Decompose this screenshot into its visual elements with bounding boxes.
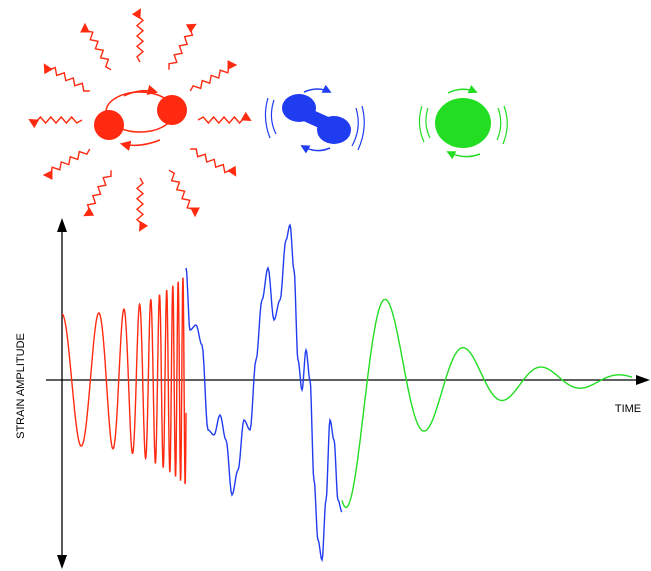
radiation-ray xyxy=(197,111,252,125)
radiation-ray xyxy=(131,8,145,63)
radiation-ray xyxy=(189,60,238,92)
radiation-ray xyxy=(28,115,83,129)
ringdown-wave-arc xyxy=(418,105,425,143)
merger-wave-arc xyxy=(264,97,271,139)
merger-wave-arc xyxy=(270,99,277,135)
merger-wave-arc xyxy=(357,105,365,151)
ringdown-wave-arc xyxy=(425,107,431,139)
ringdown-wave-arc xyxy=(496,107,502,141)
merger-wave-arc xyxy=(351,107,359,147)
inspiral-waveform xyxy=(61,277,187,485)
merger-arrow-top xyxy=(303,84,332,93)
star-left xyxy=(94,110,124,140)
y-axis-label: STRAIN AMPLITUDE xyxy=(15,333,27,439)
radiation-rays xyxy=(28,8,252,232)
orbit-arrow-bottom xyxy=(119,139,161,151)
radiation-ray xyxy=(80,22,112,71)
ringdown-arrow-bottom xyxy=(446,151,481,160)
radiation-ray xyxy=(135,177,149,232)
remnant-body xyxy=(435,98,491,148)
star-right xyxy=(157,95,187,125)
y-axis-arrow-up xyxy=(57,218,67,232)
inspiral-binary-illustration xyxy=(28,8,252,232)
plot-axes xyxy=(46,218,650,569)
x-axis-arrow xyxy=(636,375,650,385)
merger-arrow-bottom xyxy=(300,145,331,154)
radiation-ray xyxy=(190,148,237,177)
radiation-ray xyxy=(168,169,200,218)
ringdown-remnant-illustration xyxy=(418,85,508,160)
merging-neck xyxy=(293,103,339,135)
radiation-ray xyxy=(42,148,91,180)
ringdown-arrow-top xyxy=(447,85,478,94)
ringdown-wave-arc xyxy=(502,105,508,145)
radiation-ray xyxy=(83,170,112,217)
radiation-ray xyxy=(168,23,197,70)
remnant-bulge xyxy=(438,103,449,124)
radiation-ray xyxy=(43,63,90,92)
x-axis-label: TIME xyxy=(615,403,641,415)
y-axis-arrow-down xyxy=(57,555,67,569)
ringdown-waveform xyxy=(341,298,633,509)
orbit-arrow-top xyxy=(123,84,159,97)
merger-waveform xyxy=(185,223,343,563)
merger-binary-illustration xyxy=(264,84,365,154)
